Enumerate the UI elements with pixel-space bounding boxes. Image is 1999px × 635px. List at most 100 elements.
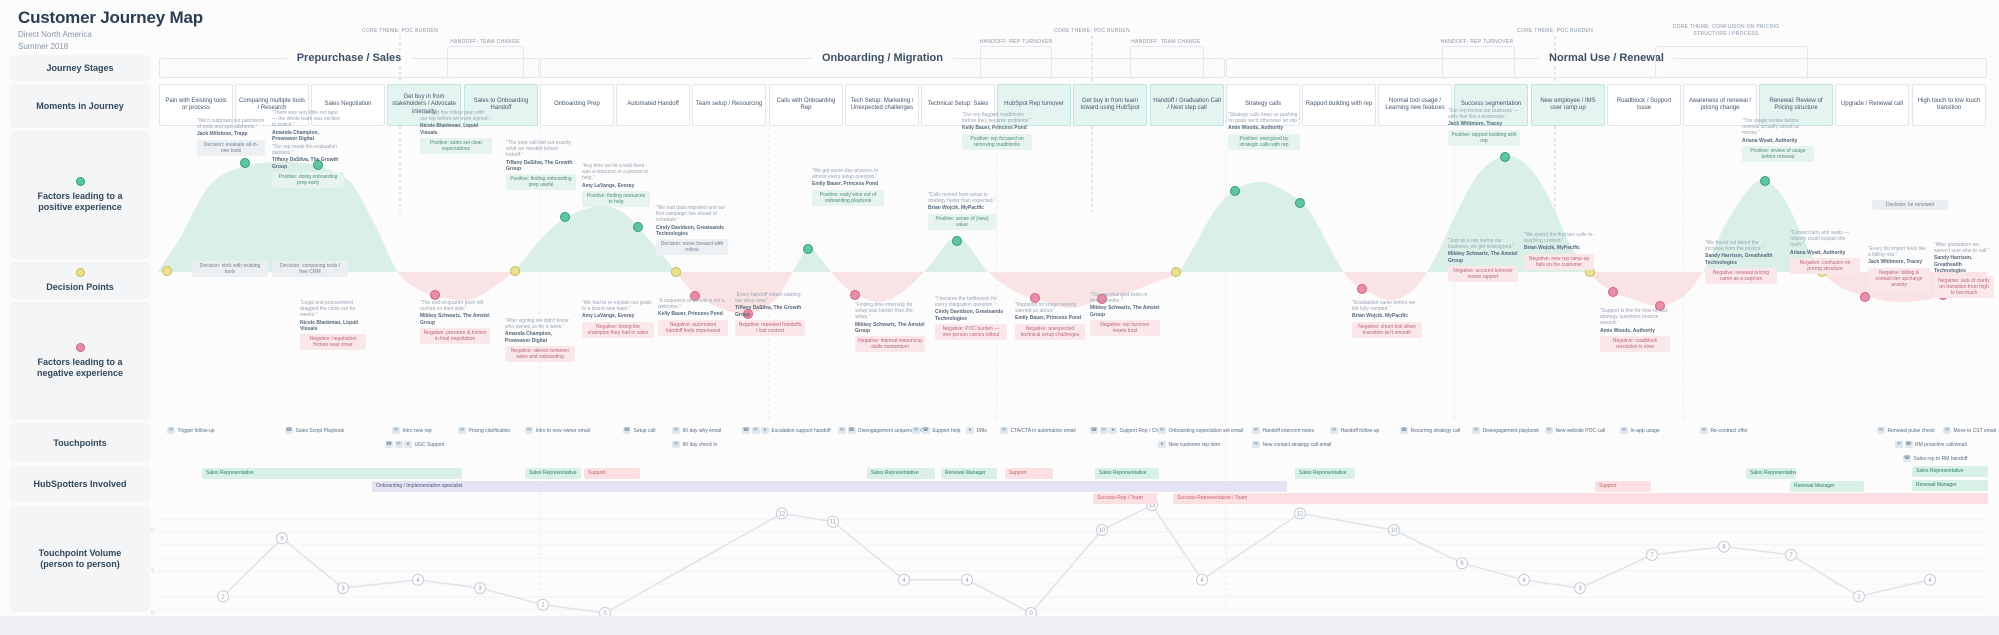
- negative-marker[interactable]: [850, 290, 860, 300]
- hubspotter-bar[interactable]: Support: [584, 468, 640, 479]
- hubspotter-bar[interactable]: Support: [1005, 468, 1053, 479]
- moment-card[interactable]: Handoff / Graduation Call / Next step ca…: [1150, 84, 1224, 126]
- moment-card[interactable]: Tech Setup: Marketing / Unexpected chall…: [845, 84, 919, 126]
- volume-node[interactable]: [217, 590, 229, 603]
- touchpoint-item[interactable]: ✉ Trigger follow-up: [167, 427, 215, 434]
- hubspotter-bar[interactable]: Success Rep / Team: [1093, 493, 1157, 504]
- note-card[interactable]: “Every list import feels like a billing …: [1868, 246, 1930, 290]
- hubspotter-bar[interactable]: Success Representative / Team: [1173, 493, 1988, 504]
- hubspotter-bar[interactable]: Sales Representative: [525, 468, 581, 479]
- moment-card[interactable]: Renewal: Review of Pricing structure: [1759, 84, 1833, 126]
- note-card[interactable]: “Every handoff meant starting our story …: [735, 292, 805, 336]
- note-card[interactable]: “We got same-day answers to almost every…: [812, 168, 884, 206]
- positive-marker[interactable]: [560, 212, 570, 222]
- volume-node[interactable]: [276, 532, 288, 545]
- hubspotter-bar[interactable]: Sales Representative: [1912, 466, 1988, 477]
- note-card[interactable]: “We found out about the increase from th…: [1705, 240, 1777, 284]
- note-card[interactable]: “We built the rollout plan with our rep …: [420, 110, 492, 154]
- note-card[interactable]: “We spend the first two calls re-teachin…: [1524, 232, 1594, 270]
- negative-marker[interactable]: [1030, 293, 1040, 303]
- moment-card[interactable]: Technical Setup: Sales: [921, 84, 995, 126]
- note-card[interactable]: “I became the bottleneck for every integ…: [935, 296, 1007, 340]
- note-card[interactable]: “Strategy calls keep us pushing on goals…: [1228, 112, 1300, 150]
- note-card[interactable]: “We'd outgrown our patchwork of tools an…: [197, 118, 265, 156]
- note-card[interactable]: “Our rep changed twice in three months.”…: [1090, 292, 1160, 336]
- note-card[interactable]: “Contact tiers and seats — nobody could …: [1790, 230, 1860, 274]
- volume-node[interactable]: [337, 582, 349, 595]
- positive-marker[interactable]: [633, 222, 643, 232]
- hubspotter-bar[interactable]: Renewal Manager: [1790, 481, 1864, 492]
- hubspotter-bar[interactable]: Renewal Manager: [941, 468, 997, 479]
- moment-card[interactable]: Success segmentation: [1454, 84, 1528, 126]
- touchpoint-item[interactable]: ☎ ✉ ● Escalation support handoff: [742, 427, 831, 434]
- hubspotter-bar[interactable]: Support: [1595, 481, 1651, 492]
- positive-marker[interactable]: [1230, 186, 1240, 196]
- moment-card[interactable]: Calls with Onboarding Rep: [769, 84, 843, 126]
- volume-node[interactable]: [1785, 548, 1797, 561]
- note-card[interactable]: “Migration hit snags nobody warned us ab…: [1015, 302, 1085, 340]
- note-card[interactable]: “We had to re-explain our goals to a bra…: [582, 300, 654, 338]
- note-card[interactable]: “After signing we didn't know who owned …: [505, 318, 575, 362]
- positive-marker[interactable]: [1760, 176, 1770, 186]
- hubspotter-bar[interactable]: Sales Representative: [1746, 468, 1796, 479]
- moment-card[interactable]: Strategy calls: [1226, 84, 1300, 126]
- negative-marker[interactable]: [690, 291, 700, 301]
- touchpoint-item[interactable]: ✉ Onboarding expectation set email: [1158, 427, 1243, 434]
- touchpoint-item[interactable]: ✉ Renewal pulse check: [1877, 427, 1935, 434]
- hubspotter-bar[interactable]: Renewal Manager: [1912, 480, 1988, 491]
- moment-card[interactable]: Rapport building with rep: [1302, 84, 1376, 126]
- positive-marker[interactable]: [803, 244, 813, 254]
- volume-node[interactable]: [961, 573, 973, 586]
- moment-card[interactable]: Roadblock / Support issue: [1607, 84, 1681, 126]
- touchpoint-item[interactable]: ✉ New website POC call: [1545, 427, 1605, 434]
- positive-marker[interactable]: [1500, 152, 1510, 162]
- moment-card[interactable]: Sales to Onboarding Handoff: [464, 84, 538, 126]
- touchpoint-item[interactable]: ✉ ☎ RM proactive call/email: [1895, 441, 1967, 448]
- hubspotter-bar[interactable]: Sales Representative: [1095, 468, 1159, 479]
- positive-marker[interactable]: [240, 158, 250, 168]
- volume-node[interactable]: [827, 515, 839, 528]
- moment-card[interactable]: HubSpot Rep turnover: [997, 84, 1071, 126]
- negative-marker[interactable]: [1860, 292, 1870, 302]
- touchpoint-item[interactable]: ✉ CTA/CTA in automation email: [1000, 427, 1076, 434]
- hubspotter-bar[interactable]: Sales Representative: [202, 468, 462, 479]
- volume-node[interactable]: [898, 573, 910, 586]
- touchpoint-item[interactable]: ✉ Intro to new owner email: [525, 427, 590, 434]
- volume-node[interactable]: [1096, 524, 1108, 536]
- touchpoint-item[interactable]: ✉ Intro new rep: [392, 427, 432, 434]
- negative-marker[interactable]: [1357, 284, 1367, 294]
- note-card[interactable]: “Our rep flagged roadblocks before they …: [962, 112, 1032, 150]
- moment-card[interactable]: High touch to low touch transition: [1912, 84, 1986, 126]
- moment-card[interactable]: Sales Negotiation: [311, 84, 385, 126]
- volume-node[interactable]: [412, 573, 424, 586]
- note-card[interactable]: “Legal and procurement dragged the close…: [300, 300, 366, 351]
- touchpoint-item[interactable]: ✉ Disengagement playbook: [1472, 427, 1539, 434]
- touchpoint-item[interactable]: ☎ ✉ ● UGC Support: [385, 441, 445, 448]
- volume-node[interactable]: [1518, 573, 1530, 586]
- note-card[interactable]: “We had data migrated and our first camp…: [656, 205, 728, 256]
- moment-card[interactable]: Awareness of renewal / pricing change: [1683, 84, 1757, 126]
- negative-marker[interactable]: [1655, 301, 1665, 311]
- moment-card[interactable]: Automated Handoff: [616, 84, 690, 126]
- touchpoint-item[interactable]: ☎ ✉ ● Support Rep / Chat: [1090, 427, 1162, 434]
- volume-node[interactable]: [474, 582, 486, 595]
- touchpoint-item[interactable]: ✉ Handoff intercom notes: [1252, 427, 1314, 434]
- touchpoint-item[interactable]: ✉ Handoff follow-up: [1330, 427, 1379, 434]
- hubspotter-bar[interactable]: Sales Representative: [1295, 468, 1355, 479]
- moment-card[interactable]: New employee / IMS user ramp up: [1531, 84, 1605, 126]
- touchpoint-item[interactable]: ✉ Re-contract offer: [1700, 427, 1748, 434]
- volume-node[interactable]: [1718, 540, 1730, 553]
- moment-card[interactable]: Team setup / Resourcing: [692, 84, 766, 126]
- note-card[interactable]: “Any time we hit a wall there was a reso…: [582, 163, 650, 207]
- touchpoint-item[interactable]: ☎ Sales Script Playbook: [285, 427, 344, 434]
- positive-marker[interactable]: [952, 236, 962, 246]
- note-card[interactable]: “Calls moved from setup to strategy fast…: [928, 192, 996, 230]
- negative-marker[interactable]: [1608, 287, 1618, 297]
- hubspotter-bar[interactable]: Onboarding / Implementation specialist: [372, 481, 1287, 492]
- volume-node[interactable]: [1196, 573, 1208, 586]
- moment-card[interactable]: Comparing multiple tools / Research: [235, 84, 309, 126]
- negative-marker[interactable]: [430, 290, 440, 300]
- decision-marker[interactable]: [1171, 267, 1181, 277]
- decision-chip[interactable]: Decision: comparing tools / free CRM: [272, 261, 348, 277]
- decision-chip[interactable]: Decision: be renewed: [1872, 200, 1948, 210]
